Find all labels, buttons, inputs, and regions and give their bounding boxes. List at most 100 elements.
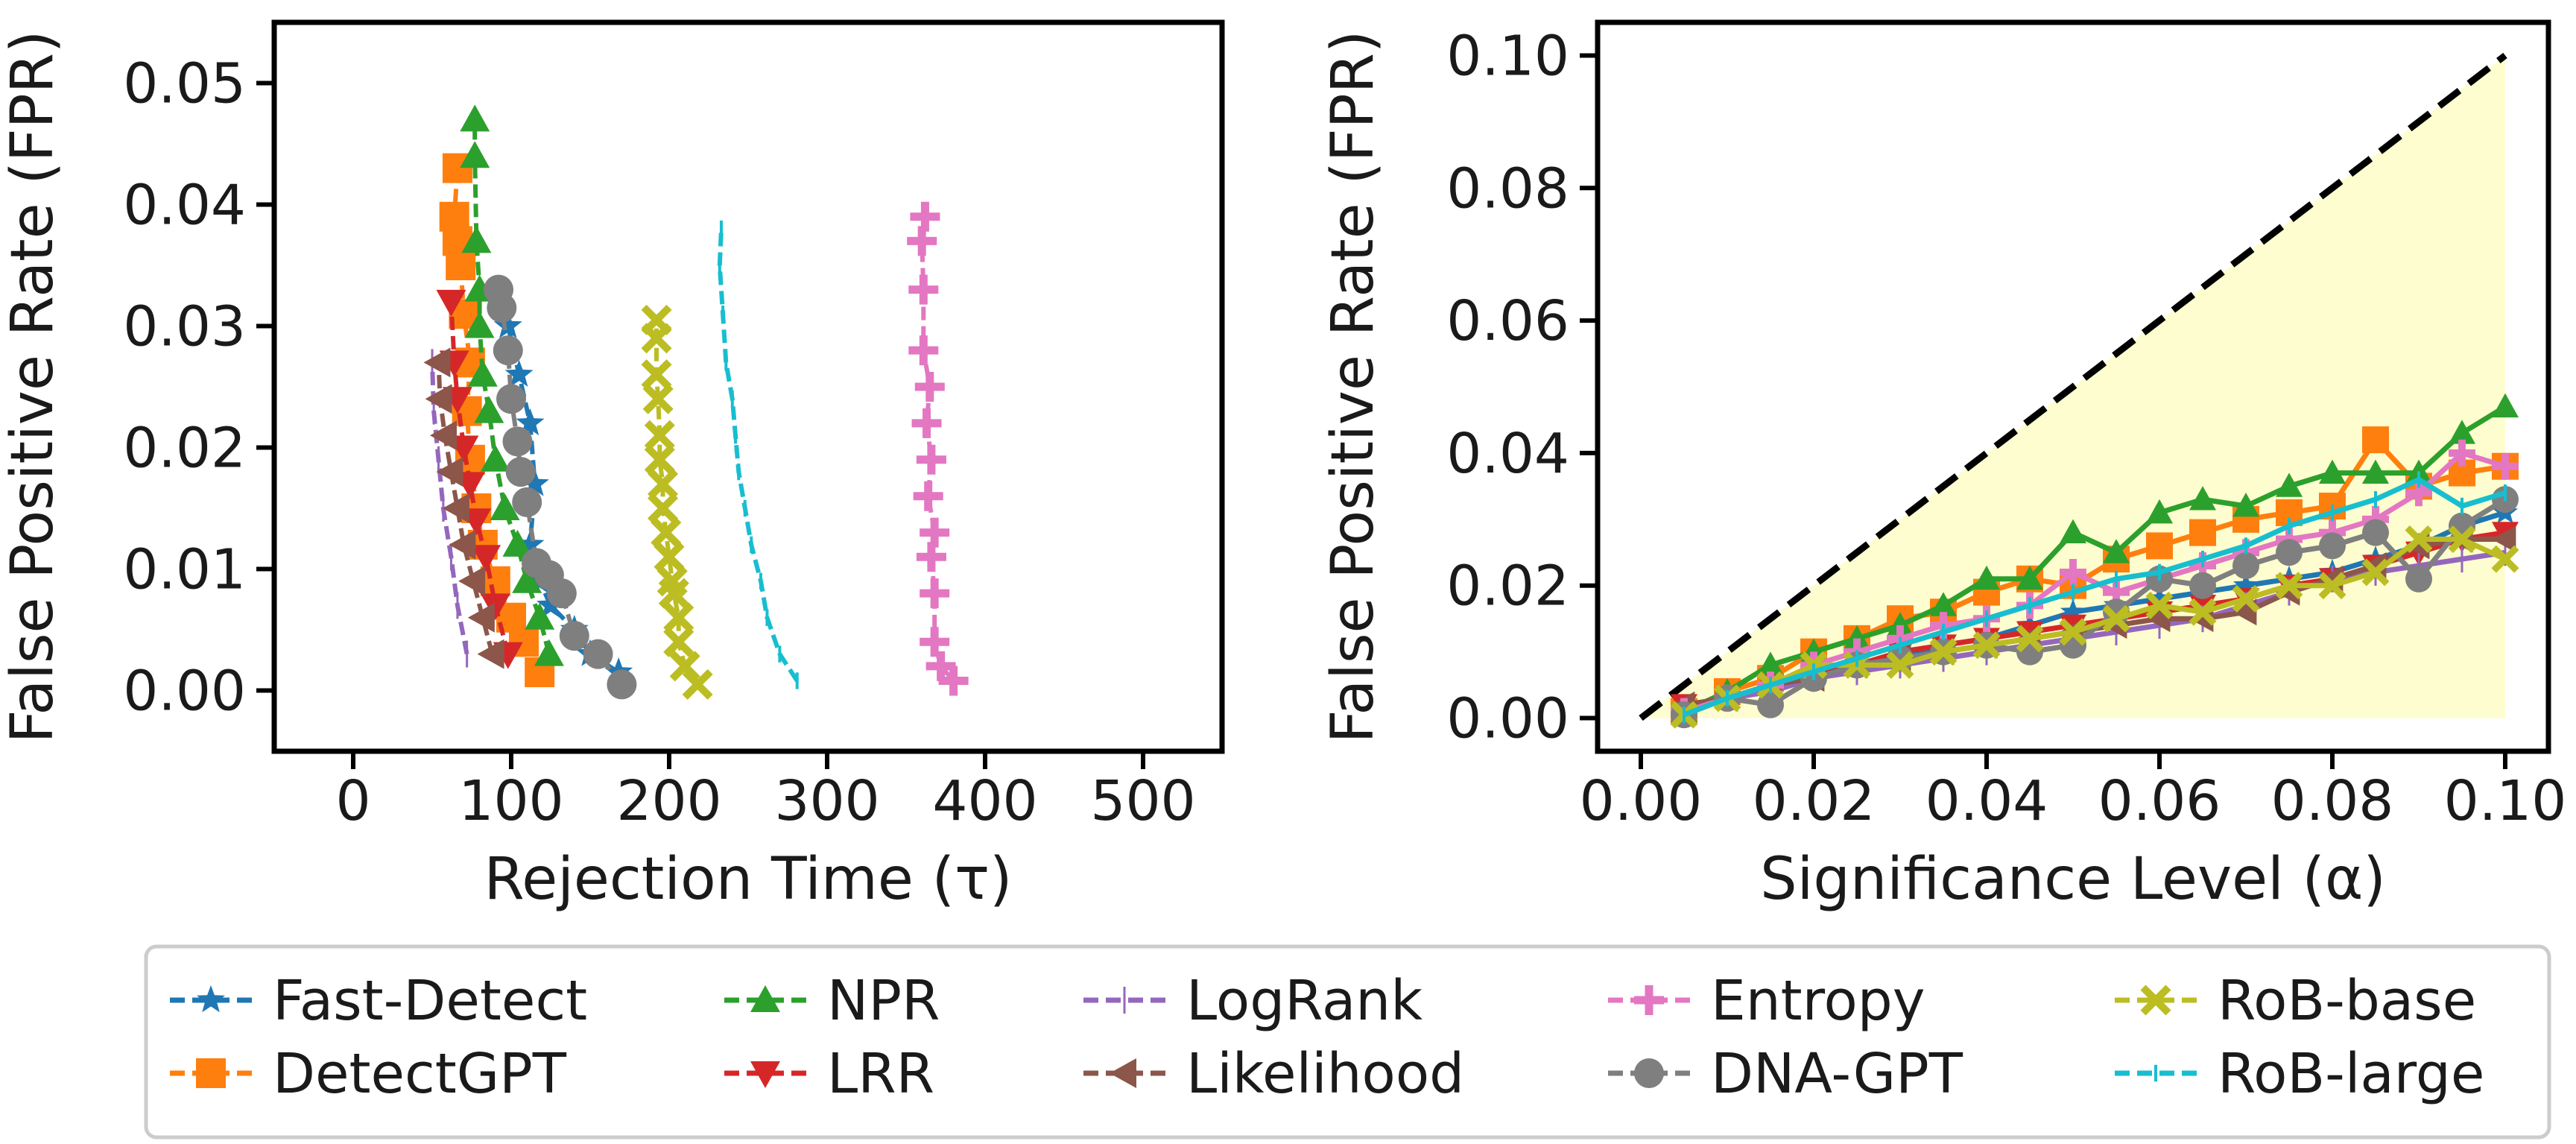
x-stroke [663,602,694,633]
data-point [1929,638,1958,666]
y-tick-label: 0.00 [123,660,246,724]
data-point [2449,439,2475,467]
data-point [2102,604,2130,633]
y-tick-label: 0.03 [123,295,246,359]
x-stroke [2102,604,2130,633]
y-tick-label: 0.08 [1446,157,1569,221]
data-point [644,420,675,451]
series-line [436,362,495,655]
data-point [938,666,969,696]
y-tick-label: 0.01 [123,538,246,602]
x-stroke [2275,572,2303,600]
data-point [663,602,694,633]
data-point [2060,558,2086,586]
axes-frame [271,19,1225,754]
data-point [512,487,542,517]
data-point [925,651,956,681]
data-point [2492,525,2516,553]
data-point [583,639,613,669]
x-stroke [644,420,675,451]
data-point [442,493,469,523]
x-tick-label: 200 [616,769,721,833]
series-npr [460,104,564,666]
x-tick-label: 500 [1090,769,1195,833]
legend-label: LogRank [1186,969,1423,1033]
data-point [2362,426,2389,454]
x-tick-label: 0.02 [1753,769,1876,833]
legend-label: Entropy [1711,969,1925,1033]
data-point [2319,459,2346,484]
x-stroke [641,304,672,335]
series-npr [1671,393,2519,723]
legend-label: LRR [827,1042,934,1106]
legend-label: Fast-Detect [273,969,587,1033]
data-point [521,548,551,578]
data-point [1930,592,1957,616]
x-axis-label: Significance Level (α) [1760,846,2386,913]
data-point [2449,420,2475,444]
series-rob-large [717,220,800,689]
data-point [2145,591,2174,619]
data-point [464,311,495,338]
data-point [2361,558,2390,587]
x-stroke [1972,631,2001,660]
legend-box [144,944,2551,1140]
data-point [2189,486,2216,511]
data-point [651,517,682,549]
x-stroke [663,626,694,657]
x-stroke [669,651,700,682]
y-tick-label: 0.05 [123,52,246,116]
data-point [439,201,469,232]
x-tick-label: 300 [774,769,879,833]
legend-item-entropy: Entropy [1608,969,1925,1033]
data-point [449,529,476,560]
x-stroke [647,468,679,499]
x-tick-label: 0.00 [1580,769,1703,833]
series-dna-gpt [484,274,637,700]
data-point [559,621,589,651]
data-point [669,651,700,682]
data-point [920,578,950,609]
data-point [520,469,549,496]
plot-content [1639,52,2519,729]
plot-area [274,22,1222,751]
data-point [641,359,672,391]
data-point [461,226,492,253]
data-point [1757,651,1784,676]
data-point [607,669,637,700]
y-axis-label: False Positive Rate (FPR) [0,31,66,744]
significance-level-panel: 0.00 0.02 0.04 0.06 0.08 0.10 0.00 0.02 0.04 0.06… [1320,19,2566,913]
data-point [460,141,490,168]
data-point [496,384,526,414]
x-stroke [2016,625,2044,653]
legend-item-detectgpt: DetectGPT [170,1042,567,1106]
legend-item-likelihood: Likelihood [1083,1042,1464,1106]
legend-item-rob-large: RoB-large [2115,1042,2484,1106]
y-tick-label: 0.04 [1446,422,1569,486]
data-point [647,468,679,499]
data-point [2362,519,2389,546]
x-stroke [2361,558,2390,587]
plot-content [423,104,969,700]
data-point [467,602,495,633]
data-point [913,481,943,511]
data-point [1887,612,1914,636]
data-point [1972,631,2001,660]
data-point [502,426,533,457]
x-tick-label: 0 [335,769,370,833]
series-entropy [907,201,969,696]
x-stroke [2232,585,2260,613]
legend-label: NPR [827,969,940,1033]
x-stroke [2318,572,2346,600]
data-point [2059,618,2087,646]
series-line [449,301,510,655]
data-point [2146,585,2173,610]
data-point [525,602,555,630]
y-tick-label: 0.00 [1446,687,1569,751]
data-point [460,104,490,132]
x-tick-label: 0.06 [2098,769,2221,833]
series-line [654,320,700,686]
data-point [907,226,937,256]
data-point [2232,552,2259,580]
x-tick-label: 400 [932,769,1037,833]
